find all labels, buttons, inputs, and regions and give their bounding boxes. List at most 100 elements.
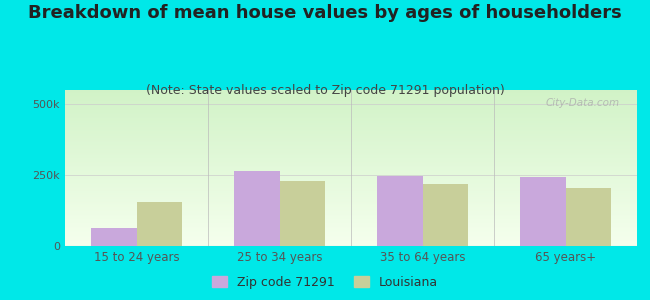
- Text: (Note: State values scaled to Zip code 71291 population): (Note: State values scaled to Zip code 7…: [146, 84, 504, 97]
- Bar: [65, 142, 637, 143]
- Bar: [65, 96, 637, 97]
- Bar: [65, 192, 637, 193]
- Bar: [65, 238, 637, 239]
- Bar: [65, 221, 637, 222]
- Bar: [65, 244, 637, 245]
- Bar: [65, 180, 637, 181]
- Bar: [65, 156, 637, 157]
- Bar: [65, 102, 637, 103]
- Bar: [65, 161, 637, 162]
- Bar: [65, 186, 637, 187]
- Bar: [65, 127, 637, 128]
- Bar: [65, 165, 637, 166]
- Bar: [65, 154, 637, 155]
- Bar: [65, 120, 637, 121]
- Bar: [65, 144, 637, 145]
- Bar: [65, 174, 637, 175]
- Bar: [65, 214, 637, 215]
- Bar: [65, 101, 637, 102]
- Bar: [65, 131, 637, 132]
- Bar: [377, 176, 423, 246]
- Bar: [65, 212, 637, 213]
- Bar: [91, 228, 136, 246]
- Bar: [65, 108, 637, 109]
- Bar: [65, 133, 637, 134]
- Bar: [65, 172, 637, 173]
- Bar: [422, 184, 468, 246]
- Text: Breakdown of mean house values by ages of householders: Breakdown of mean house values by ages o…: [28, 4, 622, 22]
- Bar: [65, 207, 637, 208]
- Bar: [65, 240, 637, 241]
- Bar: [65, 103, 637, 104]
- Text: City-Data.com: City-Data.com: [546, 98, 620, 108]
- Bar: [280, 181, 325, 246]
- Bar: [65, 137, 637, 138]
- Bar: [65, 191, 637, 192]
- Bar: [65, 199, 637, 200]
- Bar: [65, 118, 637, 119]
- Bar: [65, 220, 637, 221]
- Bar: [65, 216, 637, 217]
- Bar: [65, 111, 637, 112]
- Bar: [65, 128, 637, 129]
- Bar: [65, 113, 637, 114]
- Bar: [65, 245, 637, 246]
- Bar: [65, 104, 637, 105]
- Bar: [65, 205, 637, 206]
- Bar: [65, 94, 637, 95]
- Bar: [65, 215, 637, 216]
- Bar: [65, 126, 637, 127]
- Bar: [65, 146, 637, 147]
- Bar: [65, 210, 637, 211]
- Bar: [65, 147, 637, 148]
- Bar: [65, 159, 637, 160]
- Bar: [65, 97, 637, 98]
- Bar: [65, 222, 637, 223]
- Bar: [65, 241, 637, 242]
- Bar: [65, 227, 637, 228]
- Bar: [65, 90, 637, 91]
- Bar: [65, 209, 637, 210]
- Bar: [65, 141, 637, 142]
- Bar: [136, 202, 182, 246]
- Bar: [65, 92, 637, 93]
- Legend: Zip code 71291, Louisiana: Zip code 71291, Louisiana: [207, 271, 443, 294]
- Bar: [65, 134, 637, 135]
- Bar: [65, 181, 637, 182]
- Bar: [65, 184, 637, 185]
- Bar: [65, 183, 637, 184]
- Bar: [65, 243, 637, 244]
- Bar: [65, 122, 637, 123]
- Bar: [65, 182, 637, 183]
- Bar: [65, 169, 637, 170]
- Bar: [65, 129, 637, 130]
- Bar: [65, 124, 637, 125]
- Bar: [65, 171, 637, 172]
- Bar: [65, 211, 637, 212]
- Bar: [65, 115, 637, 116]
- Bar: [65, 228, 637, 229]
- Bar: [65, 234, 637, 235]
- Bar: [65, 125, 637, 126]
- Bar: [65, 189, 637, 190]
- Bar: [65, 203, 637, 204]
- Bar: [65, 219, 637, 220]
- Bar: [65, 178, 637, 179]
- Bar: [65, 198, 637, 199]
- Bar: [65, 119, 637, 120]
- Bar: [65, 150, 637, 151]
- Bar: [65, 116, 637, 117]
- Bar: [65, 223, 637, 224]
- Bar: [65, 166, 637, 167]
- Bar: [65, 230, 637, 231]
- Bar: [520, 176, 566, 246]
- Bar: [65, 157, 637, 158]
- Bar: [65, 239, 637, 240]
- Bar: [65, 235, 637, 236]
- Bar: [65, 162, 637, 163]
- Bar: [65, 204, 637, 205]
- Bar: [65, 164, 637, 165]
- Bar: [566, 188, 611, 246]
- Bar: [65, 173, 637, 174]
- Bar: [65, 168, 637, 169]
